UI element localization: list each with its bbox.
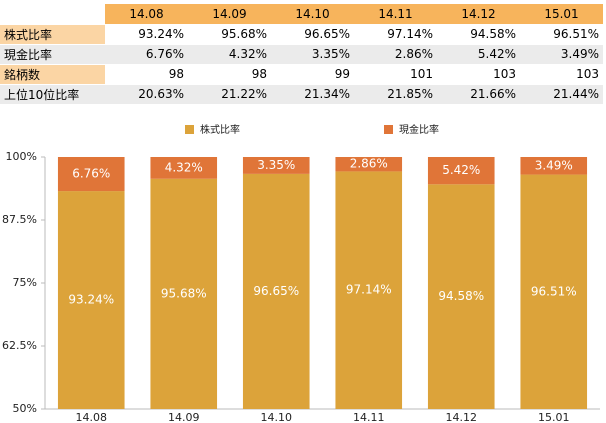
data-label: 96.51%	[531, 284, 577, 298]
bar-segment	[335, 171, 403, 409]
cell: 21.85%	[354, 84, 437, 105]
cell: 94.58%	[437, 24, 520, 45]
cell: 5.42%	[437, 44, 520, 65]
legend-label: 株式比率	[200, 123, 240, 136]
legend-label: 現金比率	[399, 123, 439, 136]
bar-segment	[520, 157, 588, 175]
column-header: 14.12	[437, 4, 520, 25]
legend-swatch	[384, 125, 393, 134]
row-label: 上位10位比率	[0, 84, 105, 105]
cell: 103	[520, 64, 603, 85]
y-tick-label: 62.5%	[2, 339, 37, 352]
legend-swatch	[185, 125, 194, 134]
chart: 50% 62.5% 75% 87.5% 100% 株式比率 現金比率 14.08 93.24% 6…	[2, 123, 600, 423]
bar-segment	[242, 157, 310, 174]
table-row: 上位10位比率 20.63% 21.22% 21.34% 21.85% 21.66% 21.…	[0, 84, 603, 105]
data-label: 97.14%	[346, 283, 392, 297]
bar-segment	[57, 191, 125, 409]
x-tick-label: 14.09	[168, 411, 200, 423]
table-row: 銘柄数 98 98 99 101 103 103	[0, 64, 603, 85]
table-row: 株式比率 93.24% 95.68% 96.65% 97.14% 94.58% 96.51%	[0, 24, 603, 45]
x-tick-label: 15.01	[538, 411, 570, 423]
bar-segment	[242, 173, 310, 409]
cell: 103	[437, 64, 520, 85]
bar-segment	[57, 157, 125, 192]
column-header: 15.01	[520, 4, 603, 25]
cell: 95.68%	[188, 24, 271, 45]
bar-segment	[427, 184, 495, 409]
cell: 6.76%	[105, 44, 188, 65]
bar-segment	[520, 174, 588, 409]
data-label: 2.86%	[350, 157, 388, 171]
data-table: 14.08 14.09 14.10 14.11 14.12 15.01 株式比率 93.24%…	[0, 4, 603, 105]
cell: 21.34%	[271, 84, 354, 105]
x-tick-label: 14.11	[353, 411, 385, 423]
x-tick-label: 14.12	[446, 411, 478, 423]
y-tick-label: 87.5%	[2, 213, 37, 226]
data-label: 6.76%	[72, 167, 110, 181]
column-header: 14.09	[188, 4, 271, 25]
row-label: 現金比率	[0, 44, 105, 65]
cell: 2.86%	[354, 44, 437, 65]
data-label: 5.42%	[442, 163, 480, 177]
table-row: 現金比率 6.76% 4.32% 3.35% 2.86% 5.42% 3.49%	[0, 44, 603, 65]
bar-segment	[150, 157, 218, 179]
bar-segment	[427, 157, 495, 185]
cell: 4.32%	[188, 44, 271, 65]
cell: 21.66%	[437, 84, 520, 105]
cell: 97.14%	[354, 24, 437, 45]
data-label: 93.24%	[68, 293, 114, 307]
x-tick-label: 14.10	[261, 411, 293, 423]
cell: 96.65%	[271, 24, 354, 45]
row-label: 株式比率	[0, 24, 105, 45]
column-header: 14.08	[105, 4, 188, 25]
column-header: 14.11	[354, 4, 437, 25]
bar-segment	[150, 178, 218, 409]
header-row: 14.08 14.09 14.10 14.11 14.12 15.01	[0, 4, 603, 25]
data-label: 94.58%	[438, 289, 484, 303]
y-tick-label: 50%	[13, 402, 37, 415]
bar-segment	[335, 157, 403, 172]
y-tick-label: 75%	[13, 276, 37, 289]
cell: 101	[354, 64, 437, 85]
cell: 20.63%	[105, 84, 188, 105]
cell: 96.51%	[520, 24, 603, 45]
data-label: 4.32%	[165, 160, 203, 174]
cell: 21.44%	[520, 84, 603, 105]
cell: 98	[188, 64, 271, 85]
cell: 3.49%	[520, 44, 603, 65]
data-label: 95.68%	[161, 286, 207, 300]
cell: 98	[105, 64, 188, 85]
x-tick-label: 14.08	[76, 411, 108, 423]
cell: 3.35%	[271, 44, 354, 65]
cell: 93.24%	[105, 24, 188, 45]
cell: 99	[271, 64, 354, 85]
data-label: 96.65%	[253, 284, 299, 298]
data-label: 3.35%	[257, 158, 295, 172]
cell: 21.22%	[188, 84, 271, 105]
data-label: 3.49%	[535, 158, 573, 172]
y-tick-label: 100%	[6, 150, 37, 163]
corner-cell	[0, 4, 105, 25]
column-header: 14.10	[271, 4, 354, 25]
row-label: 銘柄数	[0, 64, 105, 85]
